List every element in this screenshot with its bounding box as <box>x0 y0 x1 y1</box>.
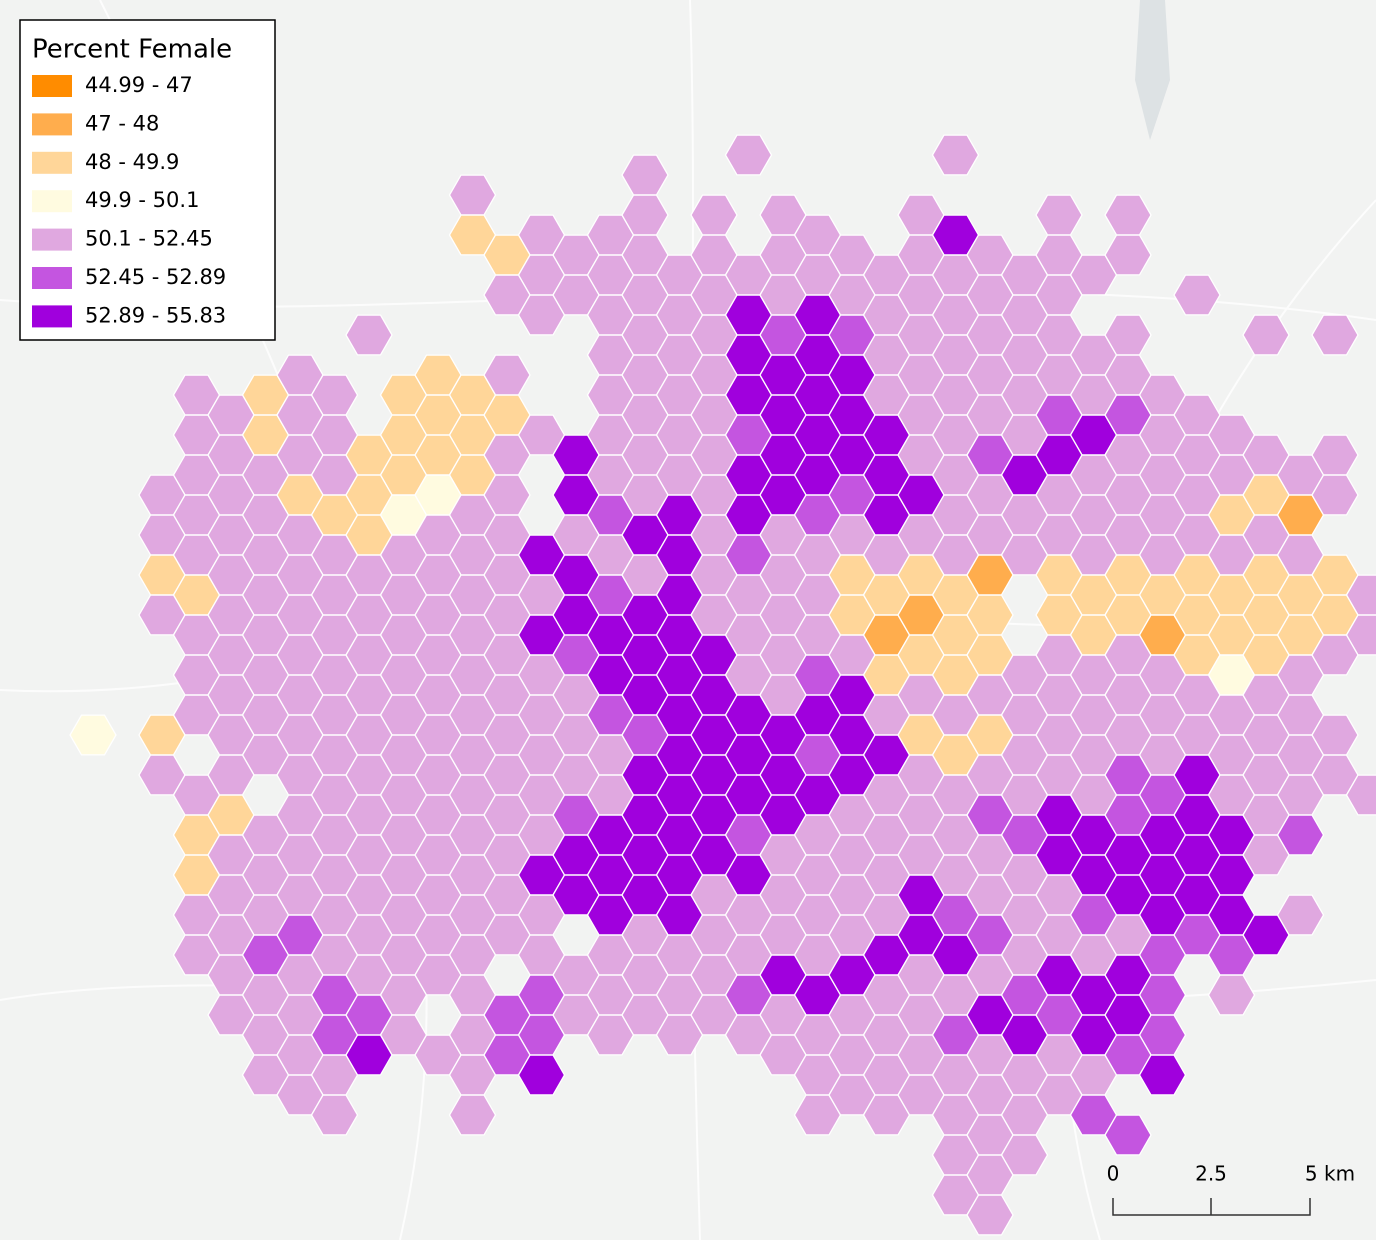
legend-label: 49.9 - 50.1 <box>85 188 199 212</box>
legend-label: 44.99 - 47 <box>85 73 193 97</box>
legend-title: Percent Female <box>32 35 232 65</box>
legend-label: 47 - 48 <box>85 111 159 135</box>
scale-label: 2.5 <box>1195 1162 1227 1186</box>
legend-swatch <box>32 267 72 289</box>
legend-label: 50.1 - 52.45 <box>85 227 213 251</box>
legend-box <box>20 20 275 340</box>
legend-label: 52.45 - 52.89 <box>85 265 226 289</box>
scale-label: 0 <box>1107 1162 1120 1186</box>
scale-label: 5 km <box>1305 1162 1355 1186</box>
legend-label: 52.89 - 55.83 <box>85 303 226 327</box>
legend-swatch <box>32 229 72 251</box>
legend-swatch <box>32 190 72 212</box>
legend-swatch <box>32 75 72 97</box>
legend-swatch <box>32 152 72 174</box>
legend: Percent Female 44.99 - 47 47 - 48 48 - 49.… <box>20 20 275 340</box>
legend-label: 48 - 49.9 <box>85 150 179 174</box>
legend-swatch <box>32 113 72 135</box>
legend-swatch <box>32 305 72 327</box>
